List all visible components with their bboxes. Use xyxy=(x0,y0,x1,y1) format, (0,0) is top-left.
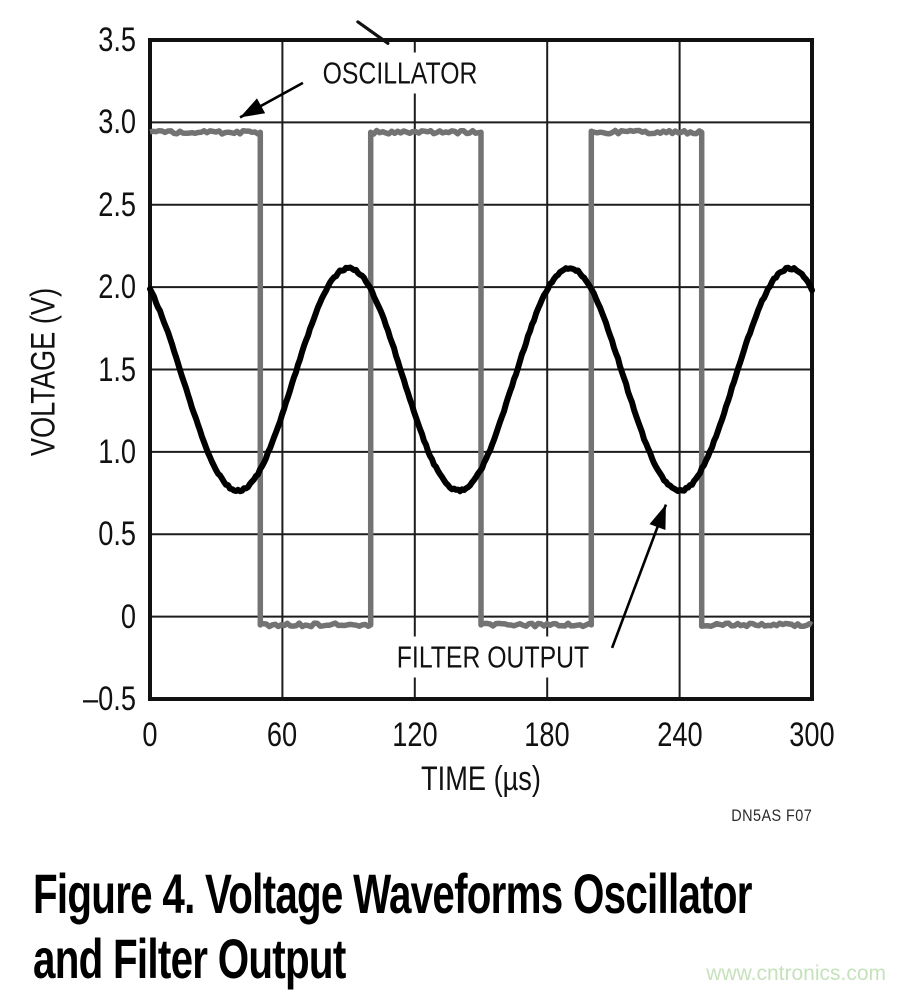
x-tick-label-300: 300 xyxy=(789,716,835,754)
x-tick-label-0: 0 xyxy=(142,716,158,754)
y-tick-label-2.0: 2.0 xyxy=(98,268,136,307)
oscillator-arrowhead xyxy=(240,98,266,118)
x-tick-label-240: 240 xyxy=(656,716,703,754)
y-tick-label-–0.5: –0.5 xyxy=(83,680,136,718)
plot-frame xyxy=(148,38,814,701)
y-tick-label-1.5: 1.5 xyxy=(98,350,136,389)
filter-output-arrowhead xyxy=(649,504,666,531)
figure-caption: Figure 4. Voltage Waveforms Oscillator a… xyxy=(33,861,752,991)
x-tick-label-60: 60 xyxy=(267,716,298,754)
filter-output-label: FILTER OUTPUT xyxy=(389,636,597,678)
y-tick-label-2.5: 2.5 xyxy=(98,185,136,224)
figure-source-code: DN5AS F07 xyxy=(731,806,812,825)
x-tick-label-180: 180 xyxy=(524,716,570,754)
y-tick-label-0: 0 xyxy=(120,597,136,636)
filter-output-arrow xyxy=(610,504,668,649)
filter-output-trace xyxy=(147,264,815,495)
chart-canvas xyxy=(147,20,815,701)
oscillator-trace xyxy=(149,127,814,630)
x-tick-label-120: 120 xyxy=(392,716,438,754)
y-tick-label-1.0: 1.0 xyxy=(98,432,136,471)
x-axis-title: TIME (µs) xyxy=(421,760,541,798)
figure-caption-line-1: Figure 4. Voltage Waveforms Oscillator xyxy=(33,862,752,925)
figure-caption-line-2: and Filter Output xyxy=(33,927,346,990)
y-tick-label-3.5: 3.5 xyxy=(98,21,136,59)
y-tick-label-0.5: 0.5 xyxy=(98,515,136,554)
y-tick-label-3.0: 3.0 xyxy=(98,103,136,142)
watermark: www.cntronics.com xyxy=(706,962,886,985)
oscillator-label: OSCILLATOR xyxy=(315,52,485,94)
